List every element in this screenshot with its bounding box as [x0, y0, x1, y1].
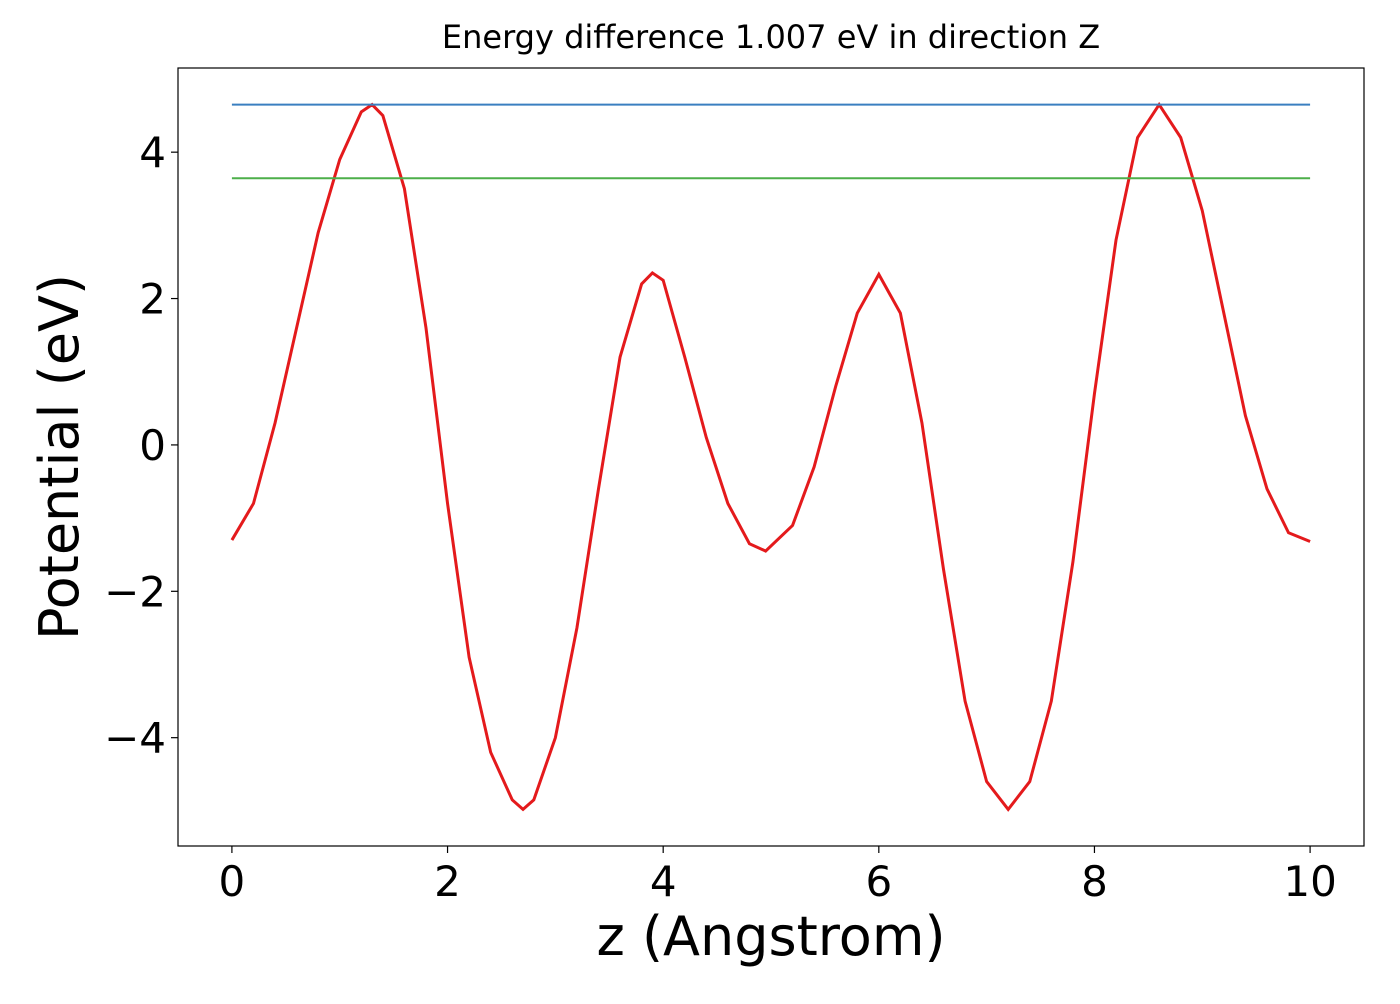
y-tick-label: −2: [104, 567, 166, 616]
x-tick-label: 2: [434, 857, 461, 906]
y-tick-label: 2: [139, 275, 166, 324]
x-tick-label: 6: [865, 857, 892, 906]
x-tick-label: 4: [650, 857, 677, 906]
x-tick-label: 8: [1081, 857, 1108, 906]
x-tick-label: 0: [219, 857, 246, 906]
line-series: [230, 101, 1311, 812]
y-tick-label: −4: [104, 714, 166, 763]
y-tick-label: 0: [139, 421, 166, 470]
plot-frame: [177, 67, 1365, 847]
x-axis-label: z (Angstrom): [596, 905, 945, 968]
chart-title: Energy difference 1.007 eV in direction …: [442, 18, 1100, 56]
y-tick-label: 4: [139, 128, 166, 177]
y-axis-label: Potential (eV): [28, 274, 91, 640]
x-tick-label: 10: [1283, 857, 1336, 906]
